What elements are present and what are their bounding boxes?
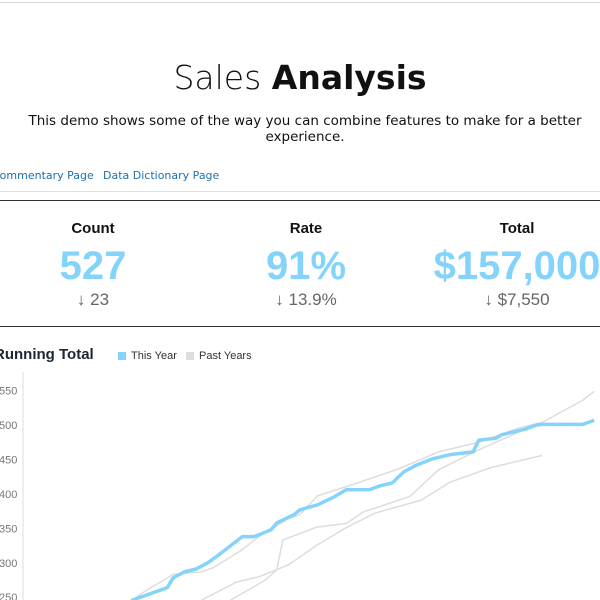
series-past-years-line [200, 454, 543, 600]
kpi-value: 527 [59, 244, 127, 288]
series-this-year-line [130, 418, 595, 600]
nav-divider [0, 191, 600, 192]
y-tick-label: 550 [0, 386, 17, 398]
legend-label: Past Years [199, 350, 252, 362]
legend-this-year[interactable]: This Year [118, 350, 177, 362]
nav-commentary-page[interactable]: Commentary Page [0, 169, 94, 182]
kpi-label: Count [71, 220, 115, 237]
series-past-years-line [229, 426, 532, 600]
page-title: Sales Analysis [0, 58, 600, 97]
title-bold: Analysis [271, 58, 427, 97]
kpi-panel: Count 527 ↓ 23 Rate 91% ↓ 13.9% Total $1… [0, 200, 600, 327]
kpi-change: ↓ 23 [76, 290, 110, 309]
legend-swatch [118, 352, 126, 360]
legend-swatch [186, 352, 194, 360]
kpi-change: ↓ $7,550 [484, 290, 550, 309]
top-divider [0, 2, 600, 3]
y-tick-label: 500 [0, 420, 17, 432]
y-tick-label: 450 [0, 454, 17, 466]
legend-past-years[interactable]: Past Years [186, 350, 252, 362]
chart-title: Running Total [0, 346, 94, 363]
y-tick-label: 400 [0, 489, 17, 501]
kpi-value: 91% [265, 244, 347, 288]
nav-data-dictionary-page[interactable]: Data Dictionary Page [103, 169, 220, 182]
series-past-years-line [131, 390, 595, 600]
page-subtitle: This demo shows some of the way you can … [28, 113, 582, 145]
title-light: Sales [173, 58, 272, 97]
legend-label: This Year [131, 350, 177, 362]
y-tick-label: 300 [0, 558, 17, 570]
kpi-label: Total [499, 220, 535, 237]
kpi-change: ↓ 13.9% [275, 290, 337, 309]
kpi-value: $157,000 [433, 244, 600, 288]
y-tick-label: 250 [0, 592, 17, 600]
y-tick-label: 350 [0, 523, 17, 535]
kpi-label: Rate [289, 220, 323, 237]
